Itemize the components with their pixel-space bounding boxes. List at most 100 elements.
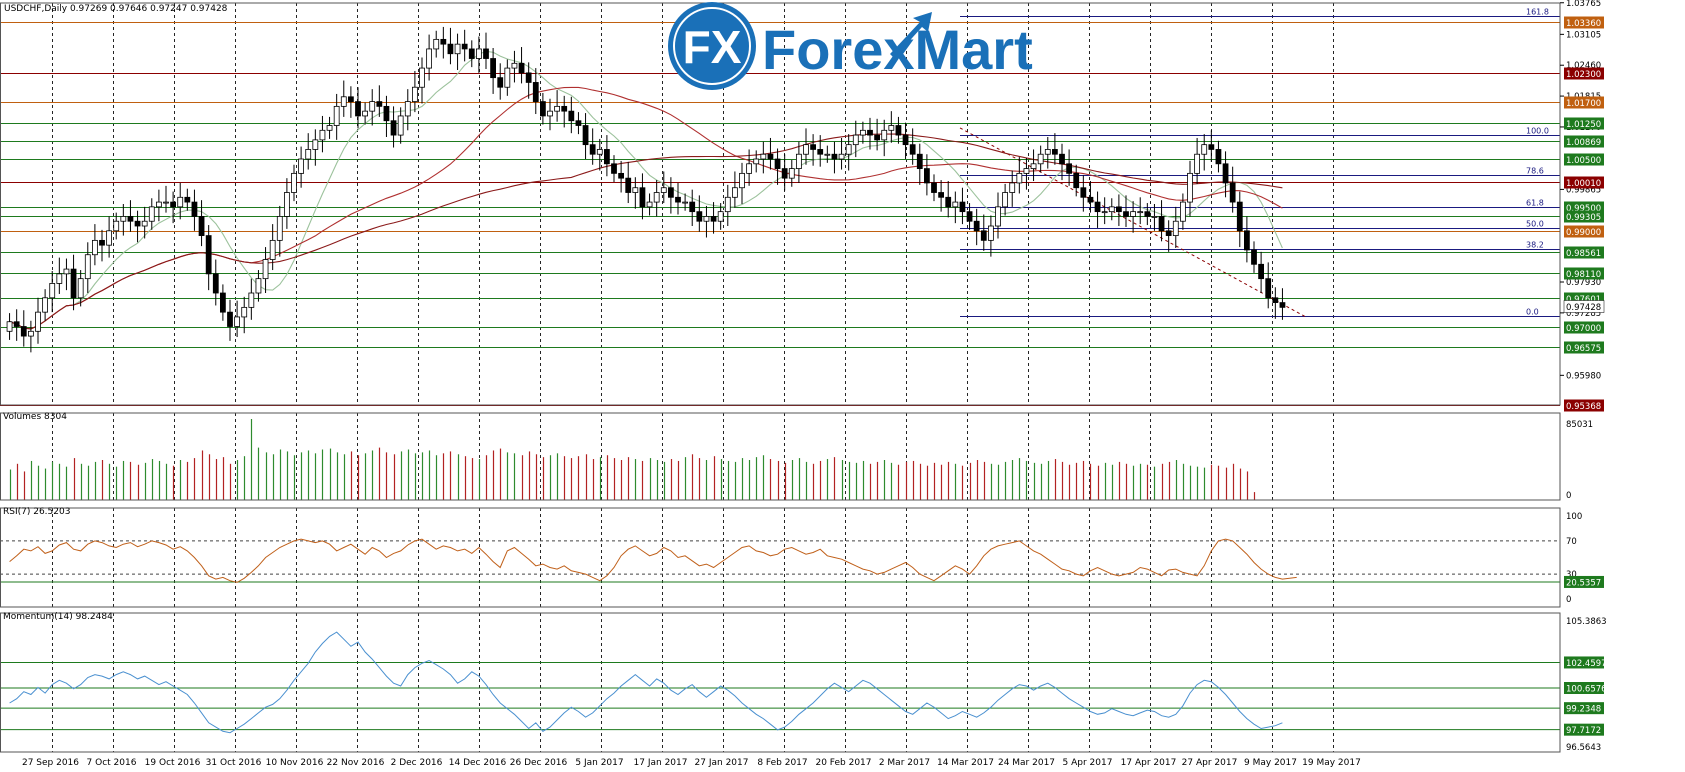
candle-body <box>653 192 660 203</box>
candle-body <box>973 220 980 232</box>
candle-body <box>874 134 880 141</box>
x-tick-label: 20 Feb 2017 <box>815 758 871 768</box>
panel-frames <box>0 2 1561 753</box>
level-label-box <box>1564 267 1604 280</box>
level-label: 0.99000 <box>1566 228 1601 238</box>
level-label-box <box>1564 210 1604 223</box>
candle-body <box>995 206 1001 227</box>
candle-body <box>440 38 447 45</box>
candle-body <box>746 163 752 174</box>
candle-body <box>20 326 27 337</box>
volume-bars <box>9 419 1256 500</box>
candle-body <box>241 306 248 318</box>
volume-tick-label: 85031 <box>1566 420 1593 430</box>
fib-label: 100.0 <box>1526 127 1549 136</box>
candle-body <box>1279 302 1286 308</box>
candle-body <box>1137 211 1144 214</box>
level-label: 1.00869 <box>1566 138 1601 148</box>
candle-body <box>511 62 518 69</box>
level-label-box <box>1564 135 1604 148</box>
panel-frame <box>0 507 1561 608</box>
rsi-marker-label: 20.5357 <box>1566 578 1601 588</box>
level-label: 0.97601 <box>1566 295 1601 305</box>
candle-body <box>682 201 688 204</box>
candle-body <box>419 67 425 88</box>
x-tick-label: 19 Oct 2016 <box>145 758 201 768</box>
x-tick-label: 31 Oct 2016 <box>206 758 262 768</box>
candle-body <box>333 105 340 126</box>
x-tick-label: 19 May 2017 <box>1302 758 1361 768</box>
level-label-box <box>1564 153 1604 166</box>
candle-body <box>980 230 987 241</box>
candle-body <box>959 201 966 213</box>
momentum-line <box>9 631 1283 734</box>
candle-body <box>390 120 397 136</box>
momentum-marker-box <box>1564 723 1604 736</box>
level-label: 1.00010 <box>1566 179 1601 189</box>
fib-label: 50.0 <box>1526 220 1544 229</box>
level-label-box <box>1564 341 1604 354</box>
candle-body <box>1222 163 1229 184</box>
candle-body <box>383 105 390 122</box>
candle-body <box>92 239 98 256</box>
candle-body <box>703 216 710 222</box>
level-label: 0.97000 <box>1566 324 1601 334</box>
candle-body <box>867 129 873 136</box>
y-tick-label: 0.97285 <box>1566 309 1601 319</box>
candle-body <box>6 321 13 332</box>
x-tick-label: 27 Jan 2017 <box>695 758 749 768</box>
candle-body <box>56 273 63 284</box>
x-tick-label: 10 Nov 2016 <box>266 758 324 768</box>
candle-body <box>540 101 546 117</box>
candle-body <box>660 187 667 193</box>
candle-body <box>710 216 717 222</box>
volume-tick-label: 0 <box>1566 491 1571 501</box>
time-axis: 27 Sep 2016 7 Oct 2016 19 Oct 2016 31 Oct 2… <box>22 758 1361 768</box>
candle-body <box>724 196 731 213</box>
level-label-box <box>1564 117 1604 130</box>
candle-body <box>84 254 91 280</box>
candle-body <box>1108 206 1115 213</box>
candle-body <box>1215 149 1222 165</box>
candle-body <box>433 38 440 50</box>
candle-body <box>1016 172 1023 184</box>
candle-body <box>212 273 219 294</box>
candle-body <box>860 129 866 136</box>
candle-body <box>1066 163 1072 174</box>
candle-body <box>234 316 241 327</box>
level-label: 0.97428 <box>1566 303 1601 313</box>
candle-body <box>312 139 319 150</box>
candle-body <box>831 153 838 160</box>
x-tick-label: 8 Feb 2017 <box>757 758 807 768</box>
candle-body <box>852 134 859 146</box>
logo-circle-icon <box>668 2 756 90</box>
candle-body <box>604 149 610 165</box>
x-tick-label: 5 Apr 2017 <box>1063 758 1113 768</box>
candle-body <box>1208 144 1215 150</box>
candle-body <box>1123 211 1129 217</box>
candle-body <box>163 201 169 204</box>
candle-body <box>148 206 155 222</box>
candle-body <box>589 144 596 155</box>
candle-body <box>966 211 973 222</box>
volume-title: Volumes 8304 <box>3 412 67 422</box>
candle-body <box>1023 168 1030 174</box>
candle-body <box>717 211 724 222</box>
candle-body <box>447 43 454 55</box>
candle-body <box>1180 201 1186 222</box>
candle-body <box>1265 278 1272 299</box>
candle-body <box>838 153 845 160</box>
panel-frame <box>0 412 1561 501</box>
candle-body <box>582 125 589 146</box>
candle-body <box>895 125 902 136</box>
candle-body <box>596 149 603 155</box>
candle-body <box>355 101 361 117</box>
candle-body <box>198 216 205 236</box>
candle-body <box>774 158 781 169</box>
candle-body <box>547 110 553 117</box>
candle-body <box>134 220 141 227</box>
candle-body <box>298 158 305 174</box>
x-tick-label: 17 Jan 2017 <box>634 758 688 768</box>
candle-body <box>1030 163 1037 169</box>
rsi-line <box>0 538 1560 583</box>
